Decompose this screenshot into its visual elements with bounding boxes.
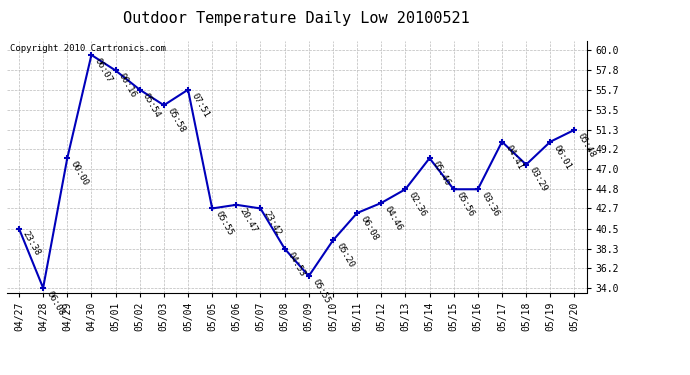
- Text: Outdoor Temperature Daily Low 20100521: Outdoor Temperature Daily Low 20100521: [124, 11, 470, 26]
- Text: 00:16: 00:16: [117, 72, 138, 100]
- Text: 05:58: 05:58: [166, 106, 186, 134]
- Text: Copyright 2010 Cartronics.com: Copyright 2010 Cartronics.com: [10, 44, 166, 53]
- Text: 02:36: 02:36: [407, 190, 428, 218]
- Text: 04:41: 04:41: [504, 143, 524, 171]
- Text: 03:29: 03:29: [528, 166, 549, 194]
- Text: 06:07: 06:07: [93, 56, 114, 84]
- Text: 23:42: 23:42: [262, 210, 283, 238]
- Text: 05:55: 05:55: [310, 278, 331, 305]
- Text: 03:36: 03:36: [480, 190, 500, 218]
- Text: 05:55: 05:55: [214, 210, 235, 238]
- Text: 05:46: 05:46: [431, 160, 452, 188]
- Text: 20:47: 20:47: [238, 206, 259, 234]
- Text: 04:46: 04:46: [383, 204, 404, 232]
- Text: 23:38: 23:38: [21, 230, 41, 258]
- Text: 07:51: 07:51: [190, 91, 210, 119]
- Text: 05:20: 05:20: [335, 242, 355, 270]
- Text: 06:08: 06:08: [359, 214, 380, 242]
- Text: 06:01: 06:01: [552, 143, 573, 171]
- Text: 06:08: 06:08: [45, 290, 66, 317]
- Text: 05:48: 05:48: [576, 131, 597, 159]
- Text: 05:54: 05:54: [141, 91, 162, 119]
- Text: 00:00: 00:00: [69, 160, 90, 188]
- Text: 04:53: 04:53: [286, 250, 307, 278]
- Text: 05:56: 05:56: [455, 190, 476, 218]
